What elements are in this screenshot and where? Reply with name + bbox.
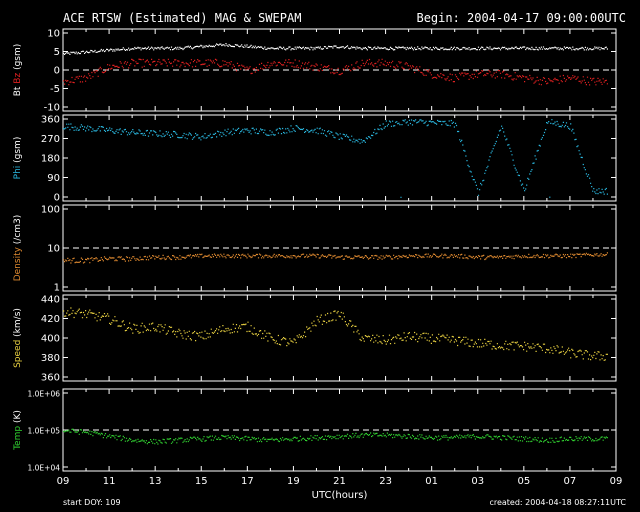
panel-3: 100 10 1 Density (/cm3) [13,204,617,294]
series-main [62,252,608,264]
plot-title: ACE RTSW (Estimated) MAG & SWEPAM [63,11,301,25]
y-label-part: (/cm3) [13,215,23,247]
y-tick-label: 0 [54,66,60,77]
x-tick-label: 09 [610,476,623,487]
x-tick-label: 23 [379,476,392,487]
panel-1: 10 5 0 -5 -10 Bt Bz (gsm) [13,28,617,114]
y-axis-label: Bt Bz (gsm) [13,44,23,97]
x-tick-label: 19 [287,476,300,487]
y-label-part: Speed [13,340,23,368]
series-main [62,428,608,445]
x-tick-label: 05 [517,476,530,487]
y-axis-label: Phi (gsm) [13,137,23,180]
x-tick-label: 15 [195,476,208,487]
y-label-part: (gsm) [13,44,23,73]
x-axis: 09 11 13 15 17 19 21 23 01 03 05 07 09 UTC(hours) [57,476,623,501]
y-tick-label: -5 [50,84,60,95]
y-axis-label: Temp (K) [13,410,23,451]
y-tick-label: 5 [54,47,60,58]
y-label-part: (gsm) [13,137,23,166]
series-bt [62,43,608,55]
panels-group: 10 5 0 -5 -10 Bt Bz (gsm) 360 270 180 90 0 Phi (gsm… [13,28,617,473]
y-tick-label: -10 [44,103,60,114]
y-tick-label: 90 [47,173,60,184]
x-tick-label: 21 [333,476,346,487]
y-tick-label: 10 [47,29,60,40]
panel-4: 440 420 400 380 360 Speed (km/s) [13,294,617,384]
y-tick-label: 0 [54,193,60,204]
x-tick-label: 11 [103,476,116,487]
y-tick-label: 1 [54,283,60,294]
y-tick-label: 1.0E+06 [28,390,61,399]
y-tick-label: 180 [41,154,60,165]
y-tick-label: 440 [41,295,60,306]
x-tick-label: 13 [149,476,162,487]
begin-time: Begin: 2004-04-17 09:00:00UTC [416,11,626,25]
y-tick-label: 380 [41,353,60,364]
start-doy: start DOY: 109 [63,498,121,507]
y-label-part: (K) [13,410,23,426]
x-tick-label: 09 [57,476,70,487]
series-dots [62,43,608,55]
x-tick-label: 01 [425,476,438,487]
y-tick-label: 360 [41,373,60,384]
y-label-part: (km/s) [13,308,23,340]
series-points [62,428,608,445]
x-axis-label: UTC(hours) [312,490,368,501]
y-label-part: Bt [13,86,23,96]
y-tick-label: 1.0E+04 [28,464,61,473]
y-label-part: Temp [13,426,23,451]
y-tick-label: 1.0E+05 [28,427,61,436]
y-label-part: Phi [13,166,23,180]
panel-5: 1.0E+06 1.0E+05 1.0E+04 Temp (K) [13,388,617,473]
created-time: created: 2004-04-18 08:27:11UTC [489,498,626,507]
y-axis-label: Speed (km/s) [13,308,23,368]
series-points [62,43,608,86]
y-tick-label: 420 [41,314,60,325]
series-dots [62,252,608,264]
y-label-part: Bz [13,73,23,87]
series-dots [62,428,608,445]
x-tick-label: 07 [564,476,577,487]
x-tick-label: 17 [241,476,254,487]
x-tick-label: 03 [471,476,484,487]
y-tick-label: 100 [41,205,60,216]
y-label-part: Density [13,246,23,281]
series-points [62,252,608,264]
y-axis-label: Density (/cm3) [13,215,23,282]
y-tick-label: 400 [41,334,60,345]
y-tick-label: 10 [47,244,60,255]
y-tick-label: 360 [41,115,60,126]
panel-2: 360 270 180 90 0 Phi (gsm) [13,114,617,204]
y-tick-label: 270 [41,134,60,145]
